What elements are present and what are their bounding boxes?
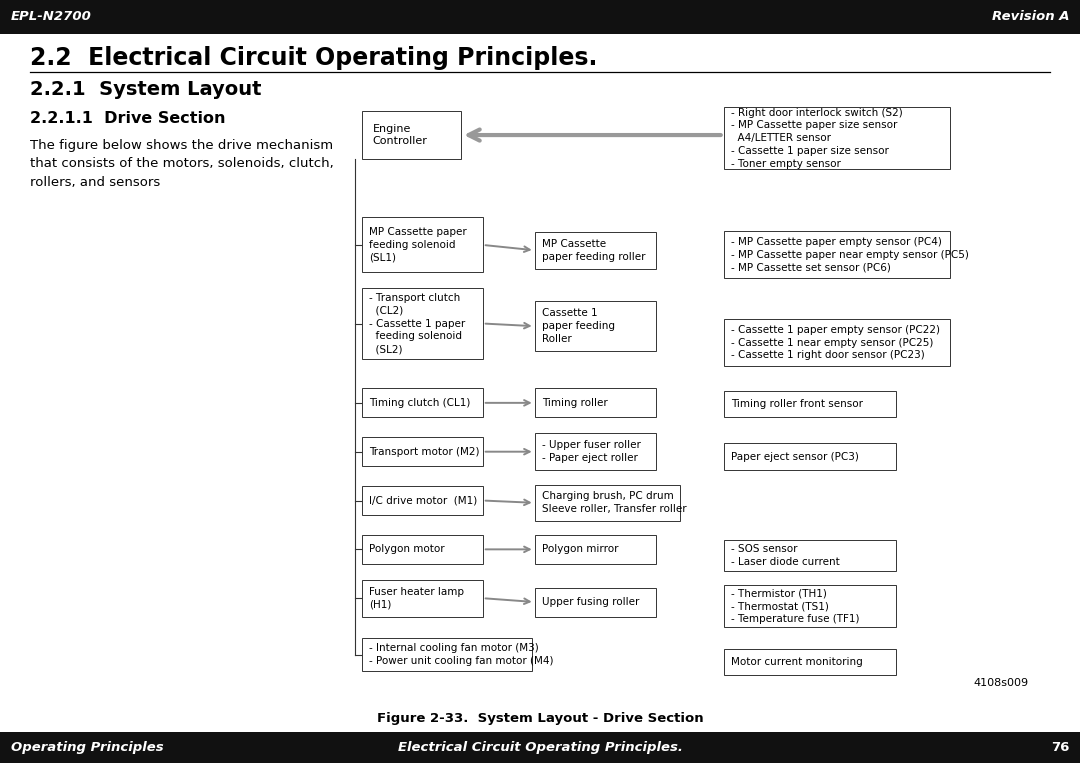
Text: - Cassette 1 paper empty sensor (PC22)
- Cassette 1 near empty sensor (PC25)
- C: - Cassette 1 paper empty sensor (PC22) -… <box>731 325 941 360</box>
Text: Engine
Controller: Engine Controller <box>373 124 428 146</box>
Bar <box>535 433 656 470</box>
Bar <box>362 437 483 466</box>
Text: Timing clutch (CL1): Timing clutch (CL1) <box>369 398 471 408</box>
Text: Fuser heater lamp
(H1): Fuser heater lamp (H1) <box>369 587 464 610</box>
Text: - Transport clutch
  (CL2)
- Cassette 1 paper
  feeding solenoid
  (SL2): - Transport clutch (CL2) - Cassette 1 pa… <box>369 293 465 354</box>
Text: - Thermistor (TH1)
- Thermostat (TS1)
- Temperature fuse (TF1): - Thermistor (TH1) - Thermostat (TS1) - … <box>731 588 860 624</box>
Text: 76: 76 <box>1051 741 1069 755</box>
Bar <box>362 388 483 417</box>
Text: EPL-N2700: EPL-N2700 <box>11 10 92 24</box>
Bar <box>535 232 656 269</box>
Text: - Internal cooling fan motor (M3)
- Power unit cooling fan motor (M4): - Internal cooling fan motor (M3) - Powe… <box>369 643 554 666</box>
Bar <box>362 288 483 359</box>
Bar <box>0 732 1080 763</box>
Bar <box>535 485 680 521</box>
Bar <box>362 217 483 272</box>
Text: - MP Cassette paper empty sensor (PC4)
- MP Cassette paper near empty sensor (PC: - MP Cassette paper empty sensor (PC4) -… <box>731 237 969 272</box>
Text: MP Cassette
paper feeding roller: MP Cassette paper feeding roller <box>542 239 646 262</box>
Text: Paper eject sensor (PC3): Paper eject sensor (PC3) <box>731 452 859 462</box>
Text: Operating Principles: Operating Principles <box>11 741 163 755</box>
Bar <box>724 391 896 417</box>
Text: MP Cassette paper
feeding solenoid
(SL1): MP Cassette paper feeding solenoid (SL1) <box>369 227 468 262</box>
Bar <box>535 535 656 564</box>
Bar <box>362 111 461 159</box>
Text: Figure 2-33.  System Layout - Drive Section: Figure 2-33. System Layout - Drive Secti… <box>377 712 703 725</box>
Text: Motor current monitoring: Motor current monitoring <box>731 657 863 668</box>
Text: 2.2  Electrical Circuit Operating Principles.: 2.2 Electrical Circuit Operating Princip… <box>30 46 597 69</box>
Bar <box>724 107 950 169</box>
Text: Upper fusing roller: Upper fusing roller <box>542 597 639 607</box>
Bar <box>362 486 483 515</box>
Bar <box>535 588 656 617</box>
Bar <box>362 638 532 671</box>
Bar <box>0 0 1080 34</box>
Bar <box>724 649 896 675</box>
Text: Transport motor (M2): Transport motor (M2) <box>369 446 480 457</box>
Text: Timing roller: Timing roller <box>542 398 608 408</box>
Text: 2.2.1  System Layout: 2.2.1 System Layout <box>30 80 261 99</box>
Text: The figure below shows the drive mechanism
that consists of the motors, solenoid: The figure below shows the drive mechani… <box>30 139 334 189</box>
Text: 2.2.1.1  Drive Section: 2.2.1.1 Drive Section <box>30 111 226 126</box>
Bar <box>535 301 656 351</box>
Bar <box>362 580 483 617</box>
Text: Timing roller front sensor: Timing roller front sensor <box>731 399 863 409</box>
Text: - Right door interlock switch (S2)
- MP Cassette paper size sensor
  A4/LETTER s: - Right door interlock switch (S2) - MP … <box>731 108 903 169</box>
Text: - SOS sensor
- Laser diode current: - SOS sensor - Laser diode current <box>731 544 840 567</box>
Bar <box>724 319 950 366</box>
Bar <box>724 585 896 627</box>
Text: Polygon mirror: Polygon mirror <box>542 544 619 555</box>
Text: Electrical Circuit Operating Principles.: Electrical Circuit Operating Principles. <box>397 741 683 755</box>
Bar <box>724 231 950 278</box>
Bar <box>362 535 483 564</box>
Text: I/C drive motor  (M1): I/C drive motor (M1) <box>369 495 477 506</box>
Text: Cassette 1
paper feeding
Roller: Cassette 1 paper feeding Roller <box>542 308 616 344</box>
Text: Revision A: Revision A <box>991 10 1069 24</box>
Bar <box>535 388 656 417</box>
Text: Polygon motor: Polygon motor <box>369 544 445 555</box>
Text: - Upper fuser roller
- Paper eject roller: - Upper fuser roller - Paper eject rolle… <box>542 440 642 463</box>
Text: 4108s009: 4108s009 <box>973 678 1028 687</box>
Text: Charging brush, PC drum
Sleeve roller, Transfer roller: Charging brush, PC drum Sleeve roller, T… <box>542 491 687 514</box>
Bar <box>724 443 896 470</box>
Bar <box>724 540 896 571</box>
